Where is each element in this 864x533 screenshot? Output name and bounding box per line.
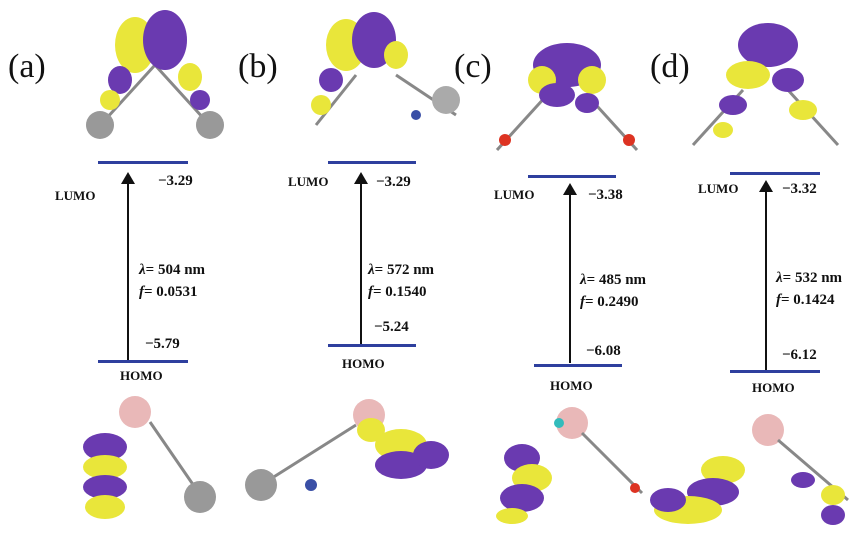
molecule-skeleton — [314, 73, 460, 126]
lambda-value: λ= 532 nm — [776, 270, 843, 286]
panel-label: (a) — [8, 48, 46, 85]
lumo-energy: −3.29 — [158, 173, 193, 189]
lumo-level-line — [528, 175, 616, 178]
panel-label: (b) — [238, 48, 278, 85]
panel-label: (c) — [454, 48, 492, 85]
transition-arrow — [563, 183, 577, 363]
panel-label: (d) — [650, 48, 690, 85]
homo-energy: −5.24 — [374, 319, 409, 335]
homo-level-line — [98, 360, 188, 363]
homo-level-line — [534, 364, 622, 367]
lambda-value: λ= 485 nm — [580, 272, 647, 288]
homo-label: HOMO — [342, 356, 385, 371]
lambda-symbol: λ — [580, 272, 587, 288]
transition-arrow — [354, 172, 368, 344]
molecule-skeleton — [245, 399, 385, 501]
oscillator-strength: f= 0.0531 — [139, 284, 198, 300]
homo-orbital-image — [83, 396, 216, 519]
lumo-orbital-image — [311, 12, 460, 126]
lumo-label: LUMO — [288, 174, 329, 189]
panel-c: (c) LUMO −3.38 λ= 485 nm f= 0.2490 −6.08… — [432, 0, 648, 533]
homo-label: HOMO — [752, 380, 795, 395]
homo-level-line — [730, 370, 820, 373]
lumo-orbital-image — [86, 10, 224, 139]
lumo-energy: −3.32 — [782, 181, 817, 197]
panel-d: (d) LUMO −3.32 λ= 532 nm f= 0.1424 −6.12… — [648, 0, 864, 533]
lumo-label: LUMO — [494, 187, 535, 202]
lumo-orbital-image — [691, 23, 840, 147]
homo-orbital-image — [650, 414, 849, 525]
lumo-level-line — [730, 172, 820, 175]
lumo-label: LUMO — [55, 188, 96, 203]
transition-arrow — [121, 172, 135, 360]
molecule-skeleton — [554, 407, 644, 495]
homo-orbital-image — [245, 399, 449, 501]
f-symbol: f — [139, 284, 144, 300]
homo-energy: −5.79 — [145, 336, 180, 352]
lumo-label: LUMO — [698, 181, 739, 196]
homo-energy: −6.08 — [586, 343, 621, 359]
homo-energy: −6.12 — [782, 347, 817, 363]
oscillator-strength: f= 0.2490 — [580, 294, 639, 310]
lumo-orbital-image — [495, 43, 639, 152]
homo-label: HOMO — [550, 378, 593, 393]
molecule-skeleton — [86, 63, 224, 139]
f-symbol: f — [368, 284, 373, 300]
lumo-energy: −3.38 — [588, 187, 623, 203]
molecule-skeleton — [119, 396, 216, 513]
f-symbol: f — [580, 294, 585, 310]
oscillator-strength: f= 0.1424 — [776, 292, 835, 308]
lumo-energy: −3.29 — [376, 174, 411, 190]
panel-b: (b) LUMO −3.29 λ= 572 nm f= 0.1540 −5.24… — [216, 0, 460, 533]
panel-a: (a) LUMO −3.29 λ= 504 nm f= 0.0531 −5.79… — [0, 0, 224, 533]
lambda-symbol: λ — [368, 262, 375, 278]
lambda-value: λ= 572 nm — [368, 262, 435, 278]
lambda-value: λ= 504 nm — [139, 262, 206, 278]
homo-label: HOMO — [120, 368, 163, 383]
lambda-symbol: λ — [139, 262, 146, 278]
f-symbol: f — [776, 292, 781, 308]
molecule-skeleton — [691, 88, 840, 147]
lumo-level-line — [328, 161, 416, 164]
transition-arrow — [759, 180, 773, 370]
homo-orbital-image — [496, 407, 644, 524]
oscillator-strength: f= 0.1540 — [368, 284, 427, 300]
homo-level-line — [328, 344, 416, 347]
lambda-symbol: λ — [776, 270, 783, 286]
lumo-level-line — [98, 161, 188, 164]
